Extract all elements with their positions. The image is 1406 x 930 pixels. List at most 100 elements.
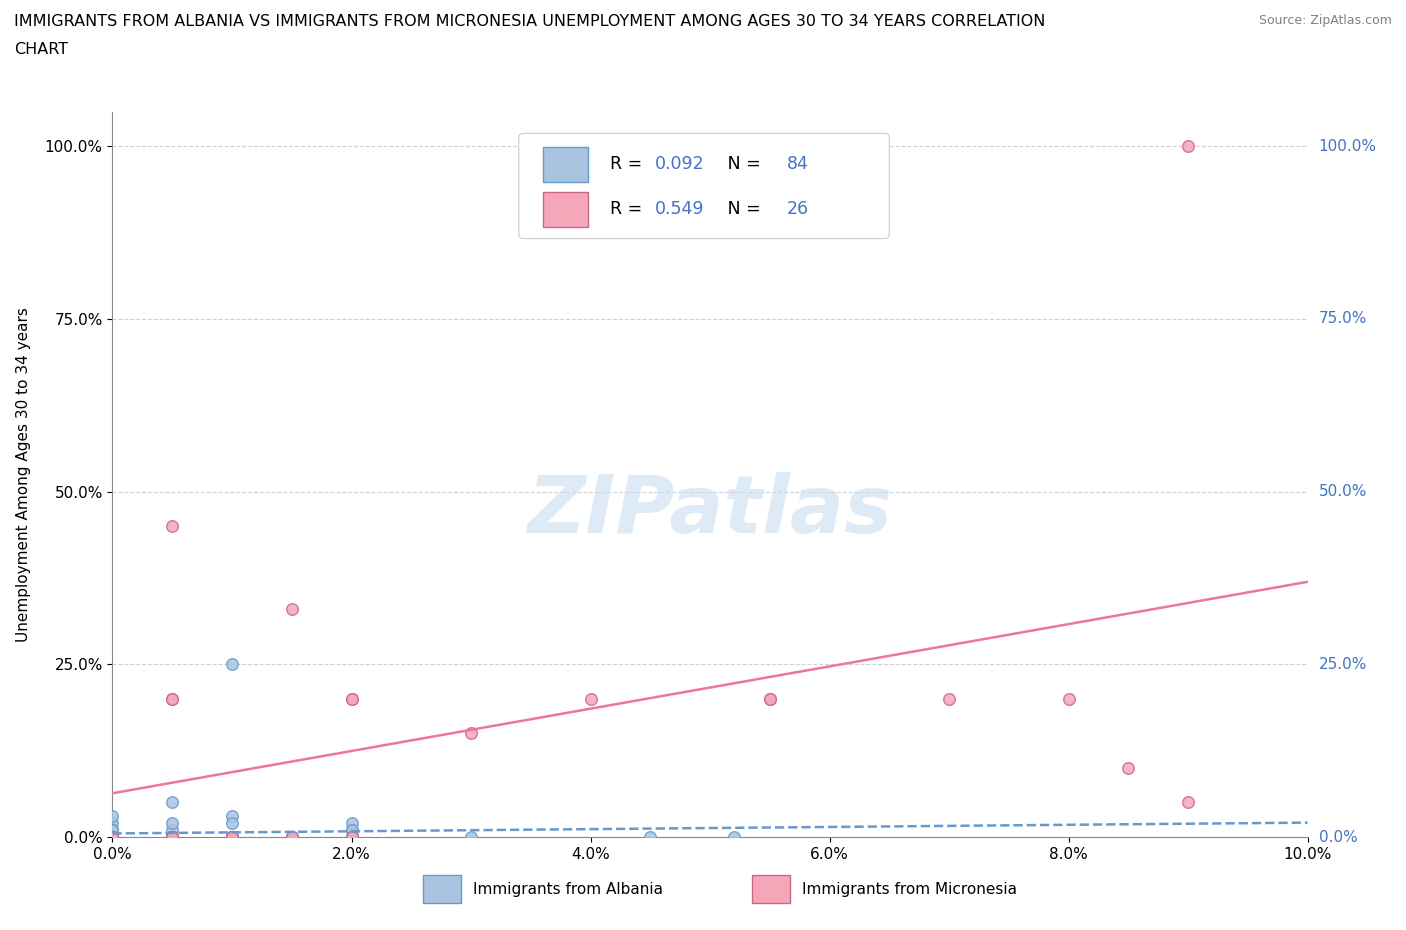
Point [101, 830, 124, 844]
Point [101, 830, 124, 844]
Point [101, 830, 124, 844]
Point [221, 830, 243, 844]
Point [162, 830, 183, 844]
Point [101, 809, 124, 824]
Point [162, 519, 183, 534]
Point [162, 830, 183, 844]
Point [162, 830, 183, 844]
Text: 0.092: 0.092 [655, 155, 704, 173]
Point [101, 830, 124, 844]
Text: 50.0%: 50.0% [1319, 485, 1367, 499]
FancyBboxPatch shape [519, 133, 889, 239]
Point [101, 830, 124, 844]
Point [221, 830, 243, 844]
Text: CHART: CHART [14, 42, 67, 57]
Point [281, 830, 304, 844]
Text: IMMIGRANTS FROM ALBANIA VS IMMIGRANTS FROM MICRONESIA UNEMPLOYMENT AMONG AGES 30: IMMIGRANTS FROM ALBANIA VS IMMIGRANTS FR… [14, 14, 1046, 29]
Point [221, 830, 243, 844]
Point [221, 830, 243, 844]
Text: Immigrants from Albania: Immigrants from Albania [474, 882, 664, 897]
Point [101, 830, 124, 844]
Point [162, 795, 183, 810]
Point [101, 823, 124, 838]
Point [221, 830, 243, 844]
Point [340, 691, 363, 706]
Point [281, 602, 304, 617]
Text: Immigrants from Micronesia: Immigrants from Micronesia [801, 882, 1017, 897]
Point [281, 830, 304, 844]
Point [101, 830, 124, 844]
Text: Source: ZipAtlas.com: Source: ZipAtlas.com [1258, 14, 1392, 27]
Point [221, 830, 243, 844]
Point [221, 830, 243, 844]
Point [101, 830, 124, 844]
Point [101, 823, 124, 838]
Point [340, 830, 363, 844]
Point [340, 823, 363, 838]
Point [162, 830, 183, 844]
Point [162, 830, 183, 844]
Point [101, 830, 124, 844]
Point [101, 830, 124, 844]
Point [101, 830, 124, 844]
Point [162, 830, 183, 844]
Point [101, 830, 124, 844]
Text: 25.0%: 25.0% [1319, 657, 1367, 671]
Text: R =: R = [610, 201, 647, 219]
Point [101, 830, 124, 844]
Point [281, 830, 304, 844]
Point [221, 830, 243, 844]
Point [101, 816, 124, 830]
Point [460, 726, 482, 741]
Y-axis label: Unemployment Among Ages 30 to 34 years: Unemployment Among Ages 30 to 34 years [15, 307, 31, 642]
Point [221, 830, 243, 844]
Point [221, 809, 243, 824]
Point [162, 830, 183, 844]
Point [101, 830, 124, 844]
Point [1057, 691, 1080, 706]
Point [101, 830, 124, 844]
Point [101, 830, 124, 844]
Point [340, 816, 363, 830]
Point [162, 830, 183, 844]
Point [101, 830, 124, 844]
Text: 100.0%: 100.0% [1319, 139, 1376, 153]
Point [1177, 139, 1199, 153]
Point [101, 830, 124, 844]
Point [101, 830, 124, 844]
Point [221, 830, 243, 844]
Text: R =: R = [610, 155, 647, 173]
Point [340, 823, 363, 838]
Point [101, 830, 124, 844]
Point [101, 830, 124, 844]
Text: 75.0%: 75.0% [1319, 312, 1367, 326]
Point [162, 830, 183, 844]
Point [101, 823, 124, 838]
Point [162, 830, 183, 844]
Point [162, 830, 183, 844]
Point [162, 816, 183, 830]
Point [460, 830, 482, 844]
Point [340, 830, 363, 844]
Point [101, 830, 124, 844]
Point [101, 830, 124, 844]
Point [640, 830, 662, 844]
Point [162, 823, 183, 838]
Point [101, 830, 124, 844]
Text: 0.0%: 0.0% [1319, 830, 1357, 844]
Point [101, 830, 124, 844]
Point [162, 691, 183, 706]
Point [101, 830, 124, 844]
Bar [543, 147, 588, 182]
Point [221, 830, 243, 844]
Text: ZIPatlas: ZIPatlas [527, 472, 893, 550]
Point [221, 816, 243, 830]
Point [1118, 761, 1140, 776]
Point [101, 830, 124, 844]
Point [340, 830, 363, 844]
Point [162, 830, 183, 844]
Text: 84: 84 [786, 155, 808, 173]
Point [101, 830, 124, 844]
Point [162, 691, 183, 706]
Point [101, 830, 124, 844]
